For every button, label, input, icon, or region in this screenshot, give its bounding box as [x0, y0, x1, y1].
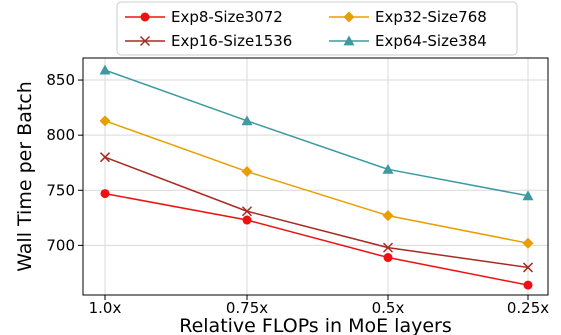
x-marker-stroke — [99, 152, 111, 163]
x-marker-stroke — [382, 242, 394, 253]
ticks: 700 750 800 850 1.0x 0.75x 0.5x 0.25x — [46, 71, 549, 317]
x-tick-label: 0.25x — [507, 299, 549, 317]
x-tick-label: 0.5x — [372, 299, 405, 317]
data-point — [382, 210, 394, 222]
legend: Exp8-Size3072 Exp16-Size1536 Exp32-Size768… — [116, 1, 518, 56]
series-exp8-size3072 — [100, 189, 533, 290]
x-tick-label: 1.0x — [89, 299, 122, 317]
data-point — [522, 190, 534, 201]
series-layer — [99, 64, 534, 290]
series-line — [104, 156, 529, 269]
data-point — [383, 253, 393, 263]
y-tick-label: 700 — [46, 236, 75, 254]
data-point — [99, 152, 111, 163]
series-exp16-size1536 — [99, 152, 534, 273]
data-point — [140, 12, 150, 22]
grid — [83, 58, 548, 295]
x-marker-stroke — [241, 206, 253, 217]
legend-item: Exp8-Size3072 — [125, 8, 283, 26]
legend-label: Exp16-Size1536 — [171, 32, 292, 50]
legend-label: Exp8-Size3072 — [171, 8, 283, 26]
series-exp32-size768 — [99, 115, 534, 249]
series-line — [104, 192, 529, 286]
data-point — [100, 189, 110, 199]
y-tick-label: 750 — [46, 181, 75, 199]
y-axis-title: Wall Time per Batch — [14, 81, 36, 272]
data-point — [523, 280, 533, 290]
data-point — [242, 215, 252, 225]
plot-border — [82, 57, 549, 296]
plot-frame — [82, 57, 549, 296]
legend-box — [116, 1, 518, 56]
data-point — [241, 206, 253, 217]
data-point — [382, 242, 394, 253]
y-tick-label: 850 — [46, 71, 75, 89]
x-axis-title: Relative FLOPs in MoE layers — [179, 315, 452, 335]
data-point — [139, 35, 151, 47]
legend-item: Exp16-Size1536 — [125, 32, 292, 50]
y-tick-label: 800 — [46, 126, 75, 144]
series-exp64-size384 — [99, 64, 534, 201]
data-point — [241, 166, 253, 178]
data-point — [343, 35, 355, 46]
legend-item: Exp64-Size384 — [329, 32, 487, 50]
data-point — [522, 237, 534, 249]
data-point — [382, 163, 394, 174]
data-point — [99, 115, 111, 127]
legend-label: Exp32-Size768 — [375, 8, 487, 26]
data-point — [241, 115, 253, 126]
series-line — [104, 120, 529, 244]
data-point — [99, 64, 111, 75]
legend-label: Exp64-Size384 — [375, 32, 487, 50]
x-tick-label: 0.75x — [226, 299, 268, 317]
x-marker-stroke — [522, 262, 534, 273]
data-point — [522, 262, 534, 273]
data-point — [343, 11, 355, 23]
x-marker-stroke — [139, 35, 151, 47]
series-line — [104, 69, 529, 197]
legend-item: Exp32-Size768 — [329, 8, 487, 26]
